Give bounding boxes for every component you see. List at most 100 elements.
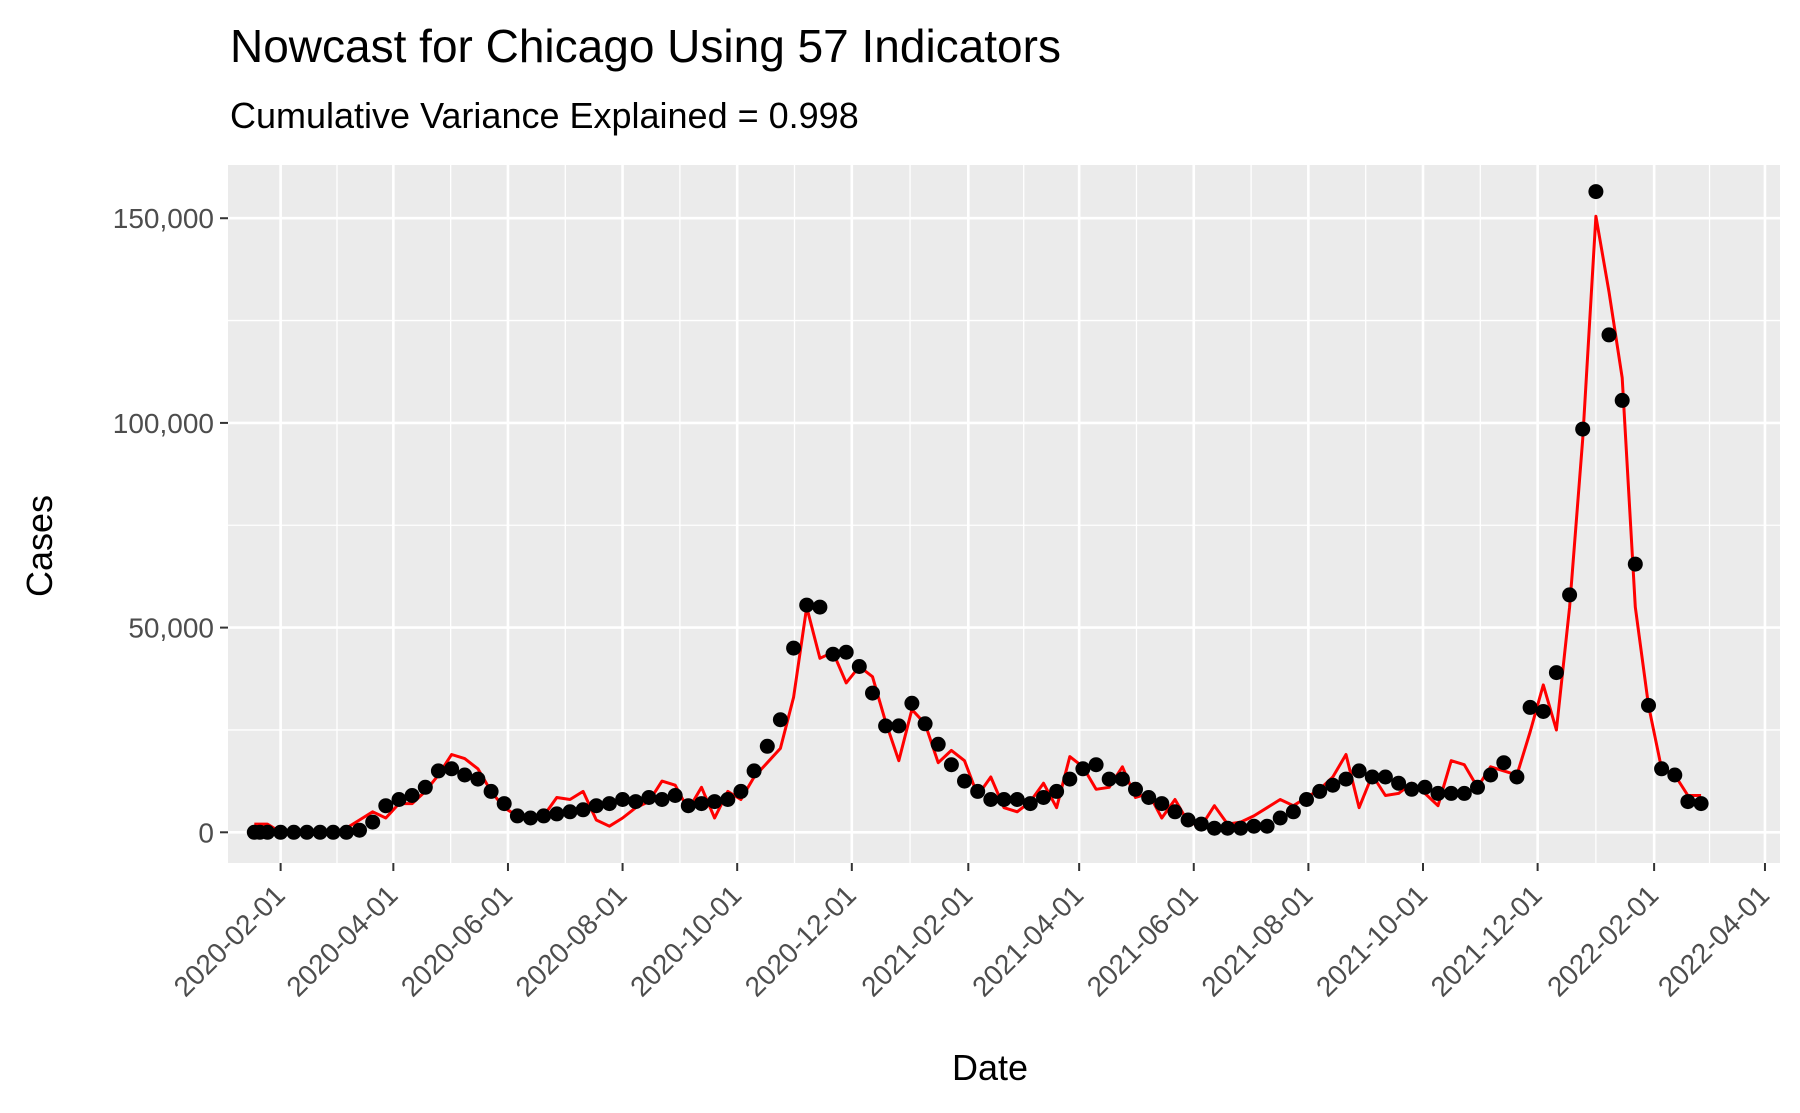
observed-point — [601, 796, 617, 812]
x-tick-label: 2020-12-01 — [739, 879, 862, 1002]
observed-point — [1680, 794, 1696, 810]
observed-point — [430, 763, 446, 779]
x-tick-label: 2020-04-01 — [280, 879, 403, 1002]
x-axis-title: Date — [952, 1047, 1028, 1088]
observed-point — [523, 810, 538, 826]
observed-point — [1496, 755, 1512, 771]
observed-point — [970, 783, 986, 799]
observed-point — [1206, 820, 1222, 836]
observed-point — [1141, 790, 1157, 805]
observed-point — [904, 695, 920, 711]
observed-point — [996, 792, 1012, 807]
observed-point — [654, 792, 670, 807]
observed-point — [1285, 804, 1301, 820]
observed-point — [1128, 781, 1143, 797]
observed-point — [812, 599, 828, 615]
observed-point — [1180, 812, 1196, 828]
observed-point — [1062, 771, 1078, 787]
observed-point — [1588, 184, 1604, 200]
observed-point — [404, 788, 420, 803]
observed-point — [1601, 327, 1617, 343]
observed-point — [1391, 775, 1407, 791]
observed-point — [1259, 818, 1275, 834]
chart-title: Nowcast for Chicago Using 57 Indicators — [230, 20, 1061, 72]
observed-point — [746, 763, 762, 779]
x-tick-label: 2020-10-01 — [624, 879, 747, 1002]
observed-point — [1377, 769, 1393, 785]
observed-point — [707, 794, 723, 810]
observed-point — [1641, 697, 1656, 713]
x-tick-label: 2021-04-01 — [966, 879, 1089, 1002]
observed-point — [1351, 763, 1367, 779]
observed-point — [628, 794, 644, 810]
observed-point — [352, 822, 367, 838]
observed-point — [1654, 761, 1670, 777]
observed-point — [1233, 820, 1249, 836]
x-tick-label: 2022-04-01 — [1652, 879, 1775, 1002]
observed-point — [1272, 810, 1288, 826]
observed-point — [772, 712, 788, 728]
minor-gridlines — [223, 165, 1780, 863]
observed-point — [865, 685, 880, 701]
observed-point — [325, 824, 341, 840]
observed-point — [457, 767, 473, 783]
observed-point — [483, 783, 499, 799]
observed-point — [878, 718, 894, 734]
observed-point — [1430, 785, 1446, 801]
observed-point — [338, 824, 354, 840]
x-tick-label: 2020-02-01 — [168, 879, 291, 1002]
observed-point — [667, 788, 683, 803]
observed-point — [1299, 792, 1314, 807]
observed-point — [286, 824, 302, 840]
y-tick-label: 50,000 — [128, 613, 214, 644]
observed-point — [1470, 779, 1485, 795]
y-axis-title: Cases — [19, 495, 60, 597]
observed-point — [1417, 779, 1433, 795]
observed-point — [1483, 767, 1499, 783]
observed-point — [759, 738, 775, 754]
observed-point — [365, 814, 381, 830]
x-tick-label: 2021-08-01 — [1195, 879, 1318, 1002]
observed-point — [720, 792, 736, 807]
x-tick-label: 2020-08-01 — [510, 879, 633, 1002]
observed-point — [825, 646, 841, 662]
x-axis: 2020-02-012020-04-012020-06-012020-08-01… — [168, 863, 1775, 1003]
observed-point — [917, 716, 933, 732]
observed-point — [1246, 818, 1262, 834]
observed-point — [799, 597, 815, 613]
observed-point — [786, 640, 802, 656]
observed-point — [1075, 761, 1091, 777]
observed-point — [838, 644, 854, 660]
observed-point — [1627, 556, 1643, 572]
observed-point — [1509, 769, 1525, 785]
observed-point — [312, 824, 328, 840]
observed-point — [1667, 767, 1683, 783]
observed-point — [680, 798, 696, 814]
observed-point — [391, 792, 407, 807]
observed-point — [1088, 757, 1104, 773]
observed-point — [957, 773, 972, 789]
observed-point — [1114, 771, 1130, 787]
observed-point — [1443, 785, 1459, 801]
x-tick-label: 2021-12-01 — [1425, 879, 1548, 1002]
observed-point — [562, 804, 578, 820]
observed-point — [733, 783, 749, 799]
observed-point — [1364, 769, 1380, 785]
observed-point — [615, 792, 631, 807]
observed-point — [641, 790, 657, 805]
major-gridlines — [228, 165, 1780, 863]
observed-point — [1548, 665, 1564, 681]
x-tick-label: 2020-06-01 — [395, 879, 518, 1002]
observed-point — [1325, 777, 1341, 793]
observed-point — [260, 824, 275, 840]
observed-point — [1522, 699, 1538, 715]
observed-point — [1338, 771, 1354, 787]
observed-point — [1220, 820, 1236, 836]
y-tick-label: 150,000 — [113, 203, 214, 234]
observed-point — [983, 792, 999, 807]
observed-point — [1575, 421, 1591, 437]
observed-point — [588, 798, 604, 814]
x-tick-label: 2022-02-01 — [1541, 879, 1664, 1002]
y-tick-label: 0 — [198, 817, 214, 848]
